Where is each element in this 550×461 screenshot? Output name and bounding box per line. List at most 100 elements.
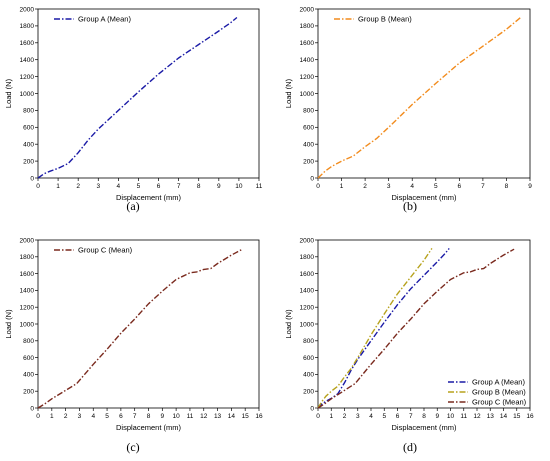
x-axis-label: Displacement (mm) [391,193,457,202]
x-tick-label: 5 [382,413,386,420]
y-tick-label: 1600 [300,40,315,47]
plot-frame [37,239,260,409]
x-tick-label: 11 [460,413,467,420]
x-tick-label: 6 [119,413,123,420]
chart-panel-2: 0 1 2 3 4 5 6 7 8 9 0 200 400 600 800 1000 1200 1400 1600 1… [284,6,532,213]
y-axis-label: Load (N) [284,78,293,108]
series-line-2 [317,248,433,409]
y-tick-label: 400 [303,142,314,149]
x-tick-label: 16 [255,413,263,420]
chart-panel-4: 0 1 2 3 4 5 6 7 8 9 10 11 12 13 14 15 160200400600800100… [284,237,534,454]
x-tick-label: 6 [157,183,161,190]
x-tick-label: 5 [137,183,141,190]
x-tick-label: 10 [173,413,181,420]
legend-label: Group B (Mean) [358,15,412,24]
y-tick-label: 1200 [20,74,35,81]
y-tick-label: 200 [303,389,314,396]
series-line-1 [317,16,522,179]
y-tick-label: 400 [23,372,34,379]
y-tick-label: 1400 [300,57,315,64]
legend: Group A (Mean) [54,15,131,24]
y-tick-label: 800 [303,108,314,115]
y-tick-label: 1600 [20,271,35,278]
x-tick-label: 13 [214,413,222,420]
y-tick-label: 1200 [20,305,35,312]
y-tick-label: 0 [30,175,34,182]
x-tick-label: 10 [447,413,455,420]
x-tick-label: 4 [91,413,95,420]
legend-label: Group C (Mean) [78,246,133,255]
x-tick-label: 7 [409,413,413,420]
x-tick-label: 7 [481,183,485,190]
legend: Group B (Mean) [334,15,412,24]
y-tick-label: 200 [23,389,34,396]
legend: Group C (Mean) [54,246,133,255]
y-tick-label: 0 [310,405,314,412]
x-tick-label: 5 [434,183,438,190]
y-tick-label: 800 [23,108,34,115]
legend-label: Group B (Mean) [472,388,526,397]
x-tick-label: 2 [64,413,68,420]
y-tick-label: 1600 [20,40,35,47]
panel-caption: (a) [126,199,139,213]
x-tick-label: 3 [356,413,360,420]
x-tick-label: 0 [36,183,40,190]
y-tick-label: 600 [303,125,314,132]
y-tick-label: 1800 [300,23,315,30]
x-tick-label: 11 [187,413,194,420]
x-tick-label: 6 [458,183,462,190]
x-tick-label: 9 [161,413,165,420]
x-tick-label: 3 [387,183,391,190]
x-tick-label: 7 [177,183,181,190]
x-tick-label: 5 [105,413,109,420]
x-tick-label: 1 [50,413,54,420]
y-tick-label: 1000 [300,321,315,328]
x-tick-label: 3 [78,413,82,420]
x-tick-label: 1 [340,183,344,190]
x-tick-label: 3 [96,183,100,190]
x-tick-label: 10 [235,183,243,190]
y-tick-label: 200 [23,158,34,165]
legend-label: Group C (Mean) [472,398,527,407]
x-tick-label: 9 [528,183,532,190]
legend: Group A (Mean)Group B (Mean)Group C (Mea… [448,378,527,407]
x-tick-label: 16 [526,413,534,420]
y-tick-label: 2000 [300,6,315,13]
x-tick-label: 4 [410,183,414,190]
y-tick-label: 2000 [20,6,35,13]
y-tick-label: 800 [23,338,34,345]
x-tick-label: 14 [228,413,236,420]
x-tick-label: 12 [200,413,208,420]
y-axis-label: Load (N) [284,309,293,339]
x-tick-label: 6 [396,413,400,420]
y-tick-label: 400 [303,372,314,379]
y-tick-label: 400 [23,142,34,149]
x-tick-label: 2 [343,413,347,420]
y-tick-label: 600 [303,355,314,362]
y-tick-label: 1000 [300,91,315,98]
y-tick-label: 1400 [20,288,35,295]
series-line-1 [317,247,450,409]
y-tick-label: 2000 [20,237,35,244]
x-tick-label: 0 [36,413,40,420]
legend-label: Group A (Mean) [78,15,131,24]
x-axis-label: Displacement (mm) [116,193,182,202]
y-tick-label: 1200 [300,74,315,81]
plot-frame [37,8,260,179]
x-tick-label: 7 [133,413,137,420]
y-tick-label: 1200 [300,305,315,312]
y-tick-label: 0 [310,175,314,182]
series-line-1 [37,16,238,179]
x-tick-label: 8 [197,183,201,190]
y-tick-label: 1400 [300,288,315,295]
y-axis-label: Load (N) [4,78,13,108]
x-tick-label: 8 [505,183,509,190]
x-tick-label: 4 [369,413,373,420]
x-tick-label: 1 [56,183,60,190]
y-tick-label: 1000 [20,91,35,98]
x-tick-label: 8 [422,413,426,420]
x-tick-label: 11 [256,183,263,190]
x-tick-label: 8 [147,413,151,420]
panel-caption: (d) [403,440,417,454]
x-tick-label: 2 [363,183,367,190]
